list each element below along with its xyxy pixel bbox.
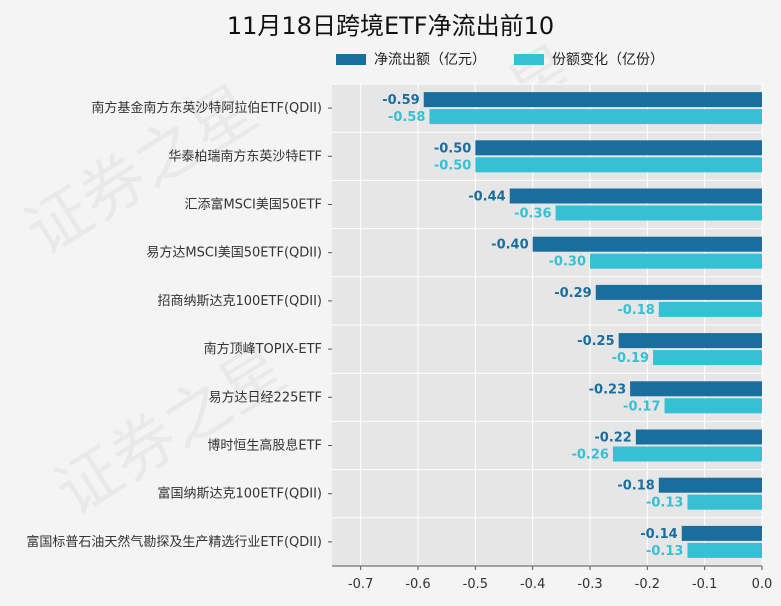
data-label-outflow: -0.25	[577, 334, 614, 349]
y-tick-label: 易方达日经225ETF	[209, 389, 322, 405]
bar-outflow	[475, 140, 762, 156]
y-tick-label: 招商纳斯达克100ETF(QDII)	[158, 294, 323, 309]
bar-shares	[658, 301, 762, 317]
bar-shares	[664, 398, 762, 414]
bar-shares	[429, 109, 762, 125]
bar-outflow	[618, 333, 762, 349]
x-tick-label: -0.1	[692, 577, 717, 592]
data-label-outflow: -0.23	[589, 382, 626, 397]
chart-legend: 净流出额（亿元） 份额变化（亿份）	[336, 49, 664, 69]
data-label-shares: -0.26	[571, 448, 608, 463]
bar-outflow	[658, 477, 762, 493]
data-label-shares: -0.13	[646, 496, 683, 511]
legend-label-shares: 份额变化（亿份）	[552, 52, 664, 68]
data-label-outflow: -0.40	[491, 238, 528, 253]
bar-outflow	[509, 188, 762, 204]
y-tick-label: 易方达MSCI美国50ETF(QDII)	[146, 245, 322, 261]
chart-title: 11月18日跨境ETF净流出前10	[226, 12, 555, 40]
x-tick-label: -0.2	[635, 577, 660, 592]
bar-outflow	[423, 92, 762, 108]
y-tick-label: 富国标普石油天然气勘探及生产精选行业ETF(QDII)	[26, 534, 322, 550]
data-label-shares: -0.50	[434, 158, 471, 173]
x-tick-label: 0.0	[752, 577, 773, 592]
y-tick-label: 汇添富MSCI美国50ETF	[184, 197, 322, 213]
bar-outflow	[630, 381, 762, 397]
x-tick-label: -0.6	[405, 577, 430, 592]
bar-outflow	[681, 525, 762, 541]
bar-shares	[687, 542, 762, 558]
data-label-shares: -0.13	[646, 544, 683, 559]
bar-outflow	[532, 236, 762, 252]
y-tick-label: 华泰柏瑞南方东英沙特ETF	[168, 148, 322, 164]
legend-label-outflow: 净流出额（亿元）	[374, 52, 486, 68]
legend-item-outflow: 净流出额（亿元）	[336, 49, 486, 69]
bar-shares	[687, 494, 762, 510]
x-tick-label: -0.7	[348, 577, 373, 592]
data-label-outflow: -0.14	[640, 527, 677, 542]
y-tick-label: 富国纳斯达克100ETF(QDII)	[158, 486, 323, 502]
x-tick-label: -0.3	[577, 577, 602, 592]
data-label-shares: -0.18	[617, 303, 654, 318]
legend-swatch-shares	[514, 53, 544, 65]
data-label-shares: -0.19	[612, 351, 649, 366]
data-label-outflow: -0.44	[468, 190, 505, 205]
bar-shares	[590, 253, 762, 269]
y-tick-label: 博时恒生高股息ETF	[207, 438, 322, 454]
bar-shares	[475, 157, 762, 173]
data-label-shares: -0.30	[549, 255, 586, 270]
bar-outflow	[635, 429, 762, 445]
y-tick-label: 南方顶峰TOPIX-ETF	[204, 341, 322, 357]
data-label-outflow: -0.50	[434, 141, 471, 156]
y-tick-label: 南方基金南方东英沙特阿拉伯ETF(QDII)	[91, 100, 322, 116]
data-label-outflow: -0.22	[594, 431, 631, 446]
data-label-shares: -0.36	[514, 207, 551, 222]
data-label-shares: -0.58	[388, 110, 425, 125]
data-label-outflow: -0.59	[382, 93, 419, 108]
data-label-outflow: -0.29	[554, 286, 591, 301]
legend-item-shares: 份额变化（亿份）	[514, 49, 664, 69]
bar-outflow	[595, 284, 762, 300]
bar-shares	[555, 205, 762, 221]
bar-shares	[653, 350, 762, 366]
x-tick-label: -0.4	[520, 577, 545, 592]
legend-swatch-outflow	[336, 53, 366, 65]
data-label-shares: -0.17	[623, 399, 660, 414]
data-label-outflow: -0.18	[617, 479, 654, 494]
bar-shares	[612, 446, 762, 462]
x-tick-label: -0.5	[463, 577, 488, 592]
